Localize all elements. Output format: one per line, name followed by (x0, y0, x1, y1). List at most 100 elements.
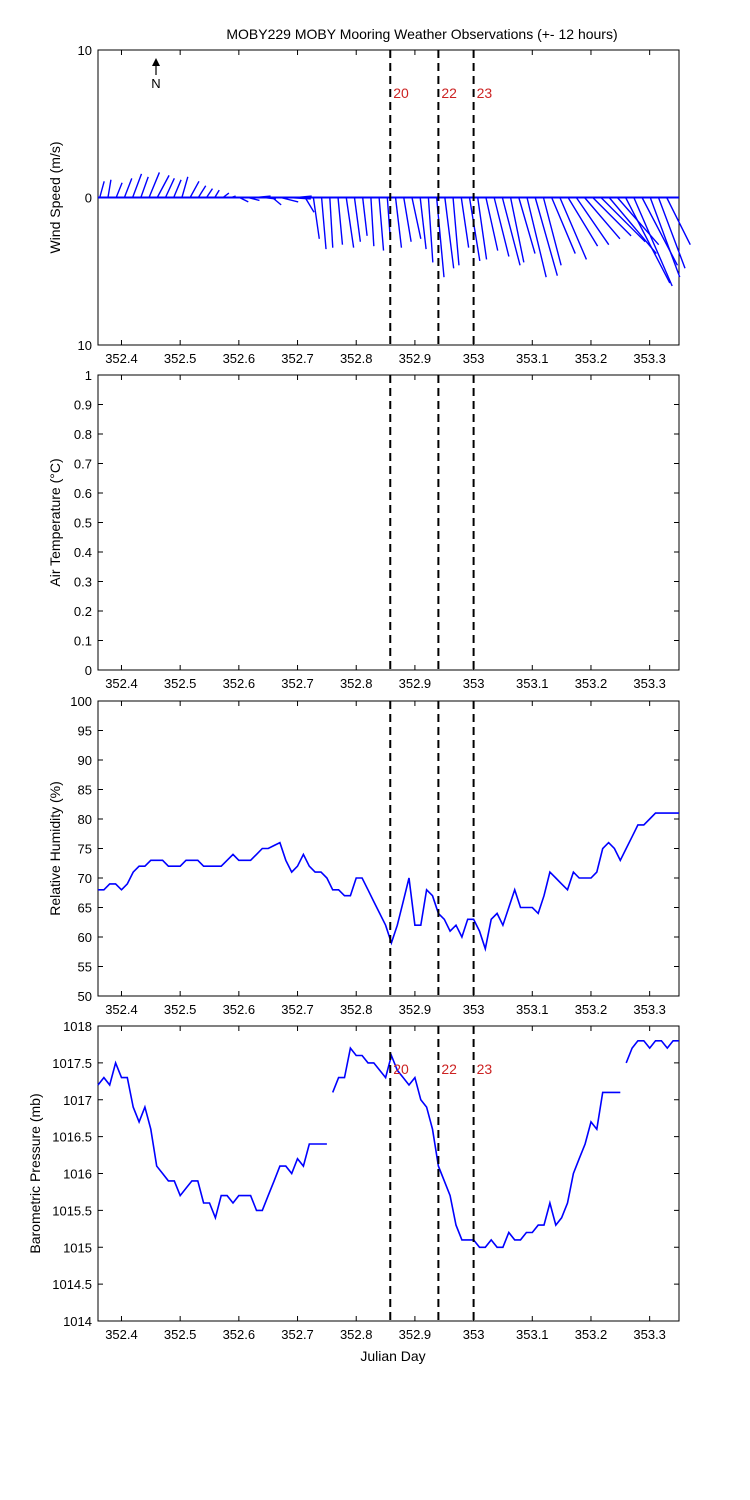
y-tick-label: 0.4 (74, 545, 92, 560)
wind-stick (444, 197, 455, 269)
x-tick-label: 352.4 (105, 676, 138, 691)
event-label: 23 (477, 1061, 493, 1077)
wind-stick (378, 197, 385, 251)
event-label: 22 (441, 85, 457, 101)
event-label: 20 (393, 85, 409, 101)
wind-stick (624, 197, 671, 284)
y-tick-label: 0.8 (74, 427, 92, 442)
plot-frame (97, 374, 680, 671)
x-tick-label: 352.9 (399, 351, 432, 366)
y-tick-label: 1016 (63, 1167, 92, 1182)
north-arrowhead-icon (152, 58, 160, 66)
wind-stick (131, 173, 143, 198)
wind-stick (222, 192, 230, 199)
wind-stick (567, 197, 599, 247)
x-tick-label: 353.1 (516, 351, 549, 366)
x-tick-label: 352.8 (340, 1327, 373, 1342)
wind-stick (551, 197, 576, 254)
x-tick-label: 352.5 (164, 676, 197, 691)
y-tick-label: 1017.5 (52, 1056, 92, 1071)
wind-stick (304, 197, 315, 213)
wind-stick (320, 197, 327, 250)
wind-stick (115, 182, 123, 198)
y-tick-label: 65 (78, 901, 92, 916)
pressure-line (625, 1040, 679, 1064)
wind-stick (559, 197, 588, 260)
x-tick-label: 353.2 (575, 676, 608, 691)
wind-stick (452, 197, 460, 266)
y-tick-label: 100 (70, 694, 92, 709)
wind-stick (534, 197, 559, 276)
y-tick-label: 75 (78, 842, 92, 857)
y-tick-label: 0.1 (74, 634, 92, 649)
x-tick-label: 353.1 (516, 676, 549, 691)
x-tick-label: 353 (463, 1327, 485, 1342)
y-tick-label: 0.7 (74, 457, 92, 472)
wind-stick (657, 197, 686, 269)
y-tick-label: 85 (78, 783, 92, 798)
wind-stick (518, 197, 536, 254)
x-tick-label: 353.1 (516, 1327, 549, 1342)
wind-stick (370, 197, 375, 247)
wind-stick (337, 197, 344, 245)
y-tick-label: 0.6 (74, 486, 92, 501)
wind-stick (239, 196, 249, 203)
x-tick-label: 352.7 (281, 1002, 314, 1017)
north-indicator: N (151, 58, 161, 91)
y-tick-label: 1 (85, 368, 92, 383)
wind-stick (526, 197, 547, 278)
y-axis-label: Air Temperature (°C) (47, 458, 63, 586)
wind-stick (164, 178, 175, 198)
wind-stick (361, 197, 368, 236)
y-tick-label: 0 (85, 663, 92, 678)
wind-stick (427, 197, 434, 263)
y-tick-label: 80 (78, 812, 92, 827)
humidity-line (98, 812, 679, 952)
y-tick-label: 0.2 (74, 604, 92, 619)
wind-stick (255, 195, 271, 199)
wind-stick (345, 197, 355, 248)
wind-stick (230, 195, 236, 199)
x-tick-label: 353.2 (575, 351, 608, 366)
y-tick-label: 50 (78, 989, 92, 1004)
y-tick-label: 95 (78, 724, 92, 739)
y-tick-label: 0 (85, 191, 92, 206)
wind-stick (247, 196, 260, 202)
y-tick-label: 0.5 (74, 516, 92, 531)
y-tick-label: 1014.5 (52, 1277, 92, 1292)
y-tick-label: 60 (78, 930, 92, 945)
pressure-line (97, 1060, 327, 1221)
x-tick-label: 352.6 (223, 1327, 256, 1342)
wind-stick (353, 197, 362, 242)
y-tick-label: 10 (78, 43, 92, 58)
wind-stick (419, 197, 427, 250)
x-tick-label: 352.8 (340, 676, 373, 691)
x-tick-label: 352.4 (105, 1002, 138, 1017)
air-temperature-panel: 0 0.1 0.2 0.3 0.4 0.5 0.6 0.7 0.8 0.9 1 352.4 352.5 3… (47, 368, 680, 691)
wind-stick (411, 197, 422, 239)
wind-stick (633, 197, 673, 287)
x-tick-label: 353.2 (575, 1002, 608, 1017)
y-axis-label: Relative Humidity (%) (47, 781, 63, 916)
wind-stick (148, 172, 161, 198)
event-label: 20 (393, 1061, 409, 1077)
y-axis-label: Wind Speed (m/s) (47, 141, 63, 253)
wind-stick (140, 176, 149, 198)
wind-stick (329, 197, 334, 248)
x-tick-label: 352.5 (164, 351, 197, 366)
wind-stick (214, 189, 220, 198)
y-tick-label: 1015 (63, 1240, 92, 1255)
wind-stick (189, 180, 200, 198)
barometric-pressure-panel: 1014 1014.5 1015 1015.5 1016 1016.5 1017 1017.5… (27, 1019, 680, 1342)
wind-stick (583, 197, 621, 240)
wind-stick (592, 197, 632, 237)
north-label: N (151, 76, 160, 91)
y-tick-label: 1015.5 (52, 1203, 92, 1218)
wind-stick (394, 197, 403, 248)
wind-stick (649, 197, 681, 278)
y-tick-label: 1018 (63, 1019, 92, 1034)
wind-stick (280, 196, 299, 203)
wind-stick (575, 197, 610, 246)
plot-frame (97, 1025, 680, 1322)
